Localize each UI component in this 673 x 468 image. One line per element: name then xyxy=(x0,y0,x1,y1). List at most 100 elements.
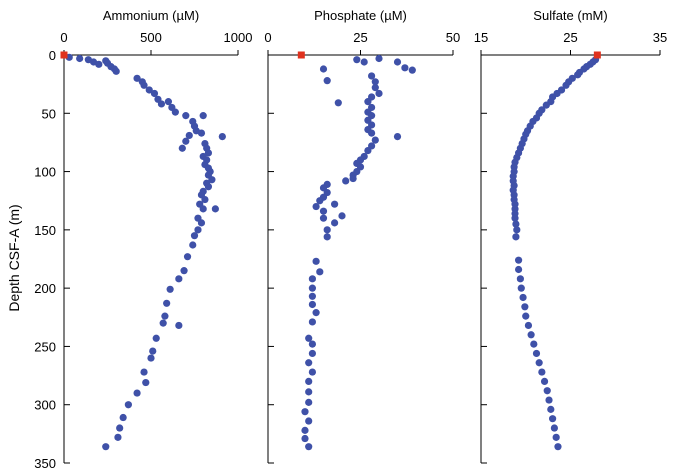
x-tick-label: 1000 xyxy=(224,30,253,45)
data-point xyxy=(342,177,350,185)
data-point xyxy=(166,285,174,293)
data-point xyxy=(517,284,525,292)
data-point xyxy=(116,424,124,432)
data-point xyxy=(149,347,157,355)
data-point xyxy=(514,265,523,274)
data-point xyxy=(514,256,523,264)
panel-1: Phosphate (µM) 0 25 50 xyxy=(264,8,460,464)
data-point xyxy=(197,219,206,227)
data-point xyxy=(316,268,324,276)
data-point xyxy=(308,284,316,292)
data-point xyxy=(530,340,538,348)
data-point xyxy=(102,443,110,451)
data-point xyxy=(308,318,316,326)
data-point xyxy=(201,195,209,204)
data-point xyxy=(545,396,553,404)
x-tick-label: 15 xyxy=(474,30,488,45)
data-point xyxy=(375,54,383,63)
data-point xyxy=(521,303,529,311)
x-tick-label: 25 xyxy=(563,30,577,45)
data-point xyxy=(401,64,409,72)
x-tick-label: 0 xyxy=(264,30,271,45)
data-point xyxy=(197,129,206,137)
surface-marker xyxy=(593,51,601,59)
data-point xyxy=(371,136,379,144)
data-point xyxy=(140,368,148,376)
data-point xyxy=(204,149,213,157)
panel-title: Phosphate (µM) xyxy=(314,8,407,23)
data-point xyxy=(308,292,316,300)
x-tick-label: 0 xyxy=(60,30,67,45)
data-point xyxy=(331,200,339,208)
data-point xyxy=(308,368,316,376)
data-point xyxy=(547,405,555,413)
data-point xyxy=(199,112,207,120)
data-point xyxy=(511,214,519,222)
data-point xyxy=(133,74,141,82)
data-point xyxy=(368,129,376,137)
data-point xyxy=(180,267,188,275)
data-point xyxy=(211,205,219,213)
data-point xyxy=(157,100,166,108)
data-point xyxy=(124,401,132,409)
y-tick-label: 100 xyxy=(34,165,56,180)
x-tick-label: 50 xyxy=(446,30,460,45)
data-point xyxy=(114,433,122,441)
data-point xyxy=(393,58,402,66)
data-point xyxy=(185,131,193,140)
data-point xyxy=(323,226,331,234)
x-tick-label: 35 xyxy=(653,30,667,45)
data-point xyxy=(194,226,202,234)
y-tick-label: 150 xyxy=(34,223,56,238)
data-point xyxy=(119,413,127,422)
data-point xyxy=(368,72,376,80)
data-point xyxy=(163,299,171,307)
data-point xyxy=(301,408,309,416)
data-point xyxy=(549,415,557,423)
data-point xyxy=(375,89,383,98)
data-point xyxy=(182,137,190,145)
data-point xyxy=(393,133,402,141)
data-point xyxy=(312,257,320,265)
data-point xyxy=(319,214,328,222)
data-point xyxy=(527,331,535,339)
data-point xyxy=(301,434,309,443)
data-point xyxy=(152,334,160,342)
data-point xyxy=(512,220,520,228)
data-point xyxy=(542,101,550,109)
data-point xyxy=(159,319,167,327)
data-point xyxy=(305,377,313,385)
data-point xyxy=(142,378,150,387)
data-point xyxy=(199,205,207,213)
data-point xyxy=(178,144,186,152)
y-tick-label: 250 xyxy=(34,339,56,354)
data-point xyxy=(540,377,549,385)
x-tick-label: 500 xyxy=(140,30,162,45)
data-point xyxy=(331,219,339,227)
data-point xyxy=(305,388,313,396)
data-point xyxy=(554,443,562,451)
data-point xyxy=(562,81,570,89)
data-point xyxy=(147,354,155,362)
data-point xyxy=(349,174,357,183)
surface-marker xyxy=(60,51,68,59)
data-point xyxy=(171,108,179,116)
data-point xyxy=(513,226,521,234)
data-point xyxy=(305,359,313,367)
data-point xyxy=(334,99,342,107)
data-point xyxy=(140,81,148,89)
data-point xyxy=(519,293,527,302)
data-point xyxy=(301,426,309,434)
y-tick-label: 0 xyxy=(49,48,56,63)
data-point xyxy=(360,58,368,66)
data-point xyxy=(218,133,226,141)
data-point xyxy=(76,54,84,63)
data-point xyxy=(305,417,313,425)
panel-title: Sulfate (mM) xyxy=(533,8,607,23)
data-point xyxy=(182,112,190,120)
data-point xyxy=(95,60,103,68)
data-point xyxy=(316,197,324,205)
data-point xyxy=(543,387,551,395)
